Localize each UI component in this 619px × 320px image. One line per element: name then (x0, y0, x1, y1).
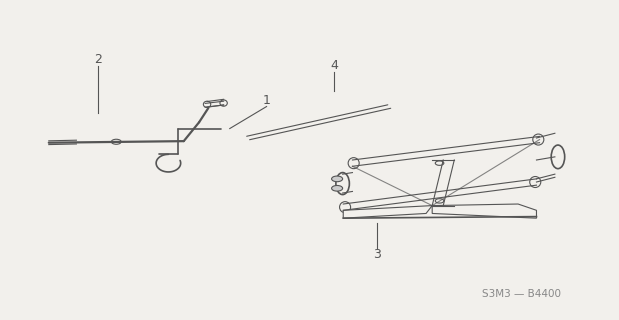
Ellipse shape (348, 158, 359, 169)
Ellipse shape (533, 134, 544, 145)
Ellipse shape (220, 100, 227, 106)
Ellipse shape (336, 172, 349, 195)
Circle shape (332, 186, 343, 191)
Polygon shape (344, 205, 432, 218)
Text: 3: 3 (373, 248, 381, 261)
Text: 1: 1 (262, 94, 271, 107)
Text: S3M3 — B4400: S3M3 — B4400 (482, 289, 561, 299)
Ellipse shape (551, 145, 565, 169)
Ellipse shape (204, 101, 210, 108)
Ellipse shape (340, 202, 350, 213)
Text: 2: 2 (94, 53, 102, 66)
Circle shape (332, 176, 343, 182)
Ellipse shape (530, 177, 541, 188)
Polygon shape (432, 204, 537, 218)
Text: 4: 4 (330, 59, 338, 72)
